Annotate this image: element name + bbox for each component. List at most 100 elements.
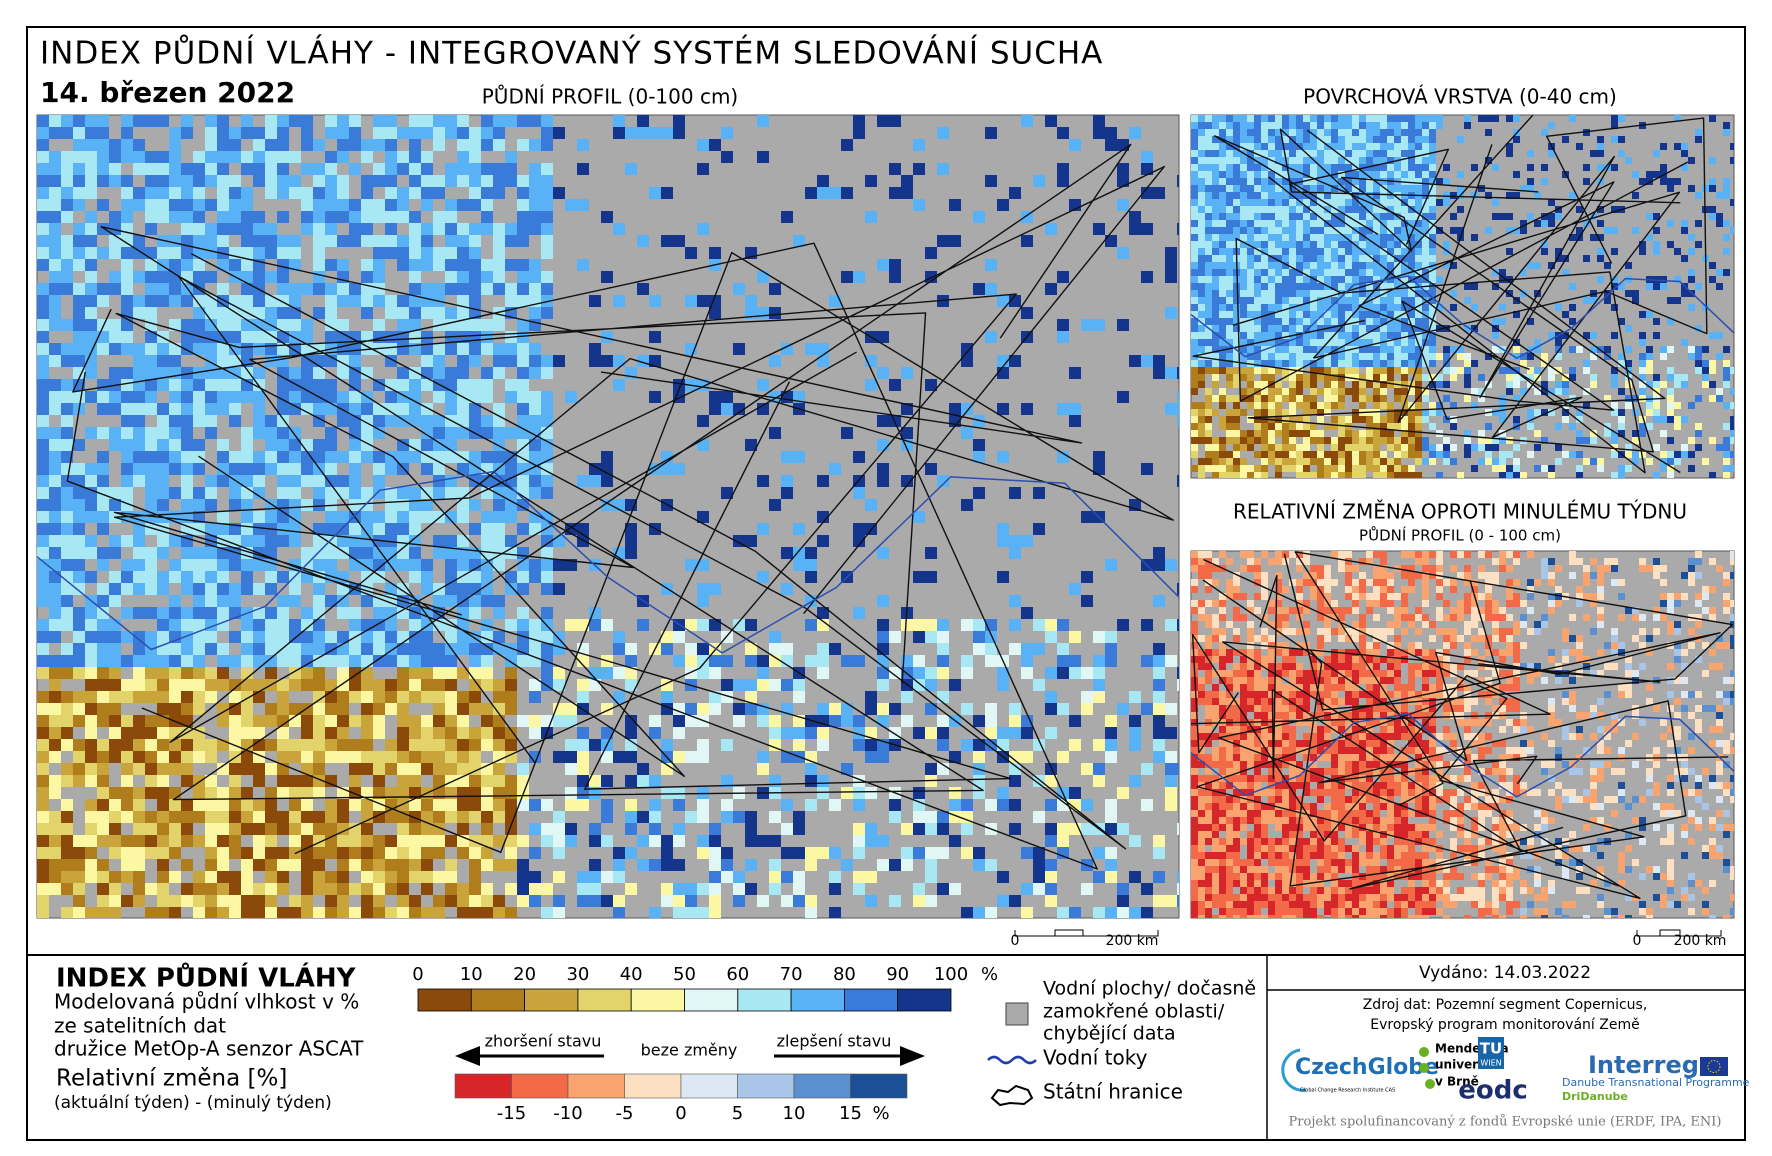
map-cell bbox=[1191, 283, 1198, 290]
map-cell bbox=[1422, 255, 1429, 262]
map-cell bbox=[1153, 355, 1165, 367]
map-cell bbox=[469, 847, 481, 859]
map-cell bbox=[1275, 381, 1282, 388]
map-cell bbox=[1611, 332, 1618, 339]
map-cell bbox=[205, 643, 217, 655]
map-cell bbox=[1153, 703, 1165, 715]
map-cell bbox=[1191, 241, 1198, 248]
map-cell bbox=[1296, 346, 1303, 353]
map-cell bbox=[61, 187, 73, 199]
map-cell bbox=[805, 859, 817, 871]
map-cell bbox=[985, 799, 997, 811]
map-cell bbox=[373, 559, 385, 571]
map-cell bbox=[1310, 346, 1317, 353]
map-cell bbox=[109, 667, 121, 679]
map-cell bbox=[1380, 367, 1387, 374]
map-cell bbox=[1345, 304, 1352, 311]
map-cell bbox=[265, 163, 277, 175]
map-cell bbox=[265, 835, 277, 847]
map-cell bbox=[49, 847, 61, 859]
map-cell bbox=[85, 547, 97, 559]
map-cell bbox=[145, 187, 157, 199]
map-cell bbox=[253, 619, 265, 631]
map-cell bbox=[385, 211, 397, 223]
map-cell bbox=[1317, 269, 1324, 276]
map-cell bbox=[1366, 220, 1373, 227]
map-cell bbox=[529, 115, 541, 127]
map-cell bbox=[433, 595, 445, 607]
map-cell bbox=[1268, 290, 1275, 297]
map-cell bbox=[1345, 171, 1352, 178]
map-cell bbox=[1240, 220, 1247, 227]
map-cell bbox=[145, 475, 157, 487]
map-cell bbox=[1219, 311, 1226, 318]
map-cell bbox=[1618, 318, 1625, 325]
map-cell bbox=[361, 403, 373, 415]
map-cell bbox=[85, 751, 97, 763]
map-cell bbox=[1457, 206, 1464, 213]
map-cell bbox=[493, 403, 505, 415]
map-cell bbox=[1730, 157, 1734, 164]
map-cell bbox=[481, 619, 493, 631]
map-cell bbox=[709, 835, 721, 847]
map-cell bbox=[85, 631, 97, 643]
map-cell bbox=[241, 367, 253, 379]
map-cell bbox=[1289, 374, 1296, 381]
map-cell bbox=[1674, 248, 1681, 255]
map-cell bbox=[265, 883, 277, 895]
map-cell bbox=[85, 391, 97, 403]
map-cell bbox=[373, 115, 385, 127]
map-cell bbox=[205, 835, 217, 847]
map-cell bbox=[1310, 234, 1317, 241]
map-cell bbox=[1057, 667, 1069, 679]
map-cell bbox=[877, 703, 889, 715]
map-cell bbox=[145, 427, 157, 439]
map-cell bbox=[265, 463, 277, 475]
map-cell bbox=[457, 727, 469, 739]
map-cell bbox=[61, 655, 73, 667]
map-cell bbox=[1604, 227, 1611, 234]
map-cell bbox=[505, 835, 517, 847]
map-cell bbox=[541, 631, 553, 643]
map-cell bbox=[397, 847, 409, 859]
map-cell bbox=[1611, 304, 1618, 311]
map-cell bbox=[805, 727, 817, 739]
map-cell bbox=[169, 607, 181, 619]
map-cell bbox=[1366, 262, 1373, 269]
map-cell bbox=[205, 319, 217, 331]
map-cell bbox=[217, 439, 229, 451]
map-cell bbox=[1240, 374, 1247, 381]
map-cell bbox=[1401, 143, 1408, 150]
map-cell bbox=[133, 271, 145, 283]
map-cell bbox=[505, 799, 517, 811]
map-cell bbox=[385, 163, 397, 175]
map-cell bbox=[1366, 129, 1373, 136]
map-cell bbox=[1555, 353, 1562, 360]
map-cell bbox=[421, 715, 433, 727]
map-cell bbox=[205, 667, 217, 679]
map-cell bbox=[157, 763, 169, 775]
map-cell bbox=[997, 355, 1009, 367]
map-cell bbox=[469, 355, 481, 367]
map-cell bbox=[1681, 150, 1688, 157]
map-cell bbox=[793, 235, 805, 247]
map-cell bbox=[181, 379, 193, 391]
map-cell bbox=[1681, 290, 1688, 297]
map-cell bbox=[1219, 297, 1226, 304]
map-cell bbox=[901, 475, 913, 487]
map-cell bbox=[181, 571, 193, 583]
map-cell bbox=[1723, 269, 1730, 276]
map-cell bbox=[1191, 290, 1198, 297]
map-cell bbox=[253, 559, 265, 571]
map-cell bbox=[505, 691, 517, 703]
map-cell bbox=[829, 883, 841, 895]
map-cell bbox=[1408, 367, 1415, 374]
map-cell bbox=[157, 631, 169, 643]
map-cell bbox=[241, 199, 253, 211]
map-cell bbox=[97, 583, 109, 595]
map-cell bbox=[1359, 213, 1366, 220]
map-cell bbox=[1240, 213, 1247, 220]
map-cell bbox=[877, 595, 889, 607]
map-cell bbox=[925, 871, 937, 883]
map-cell bbox=[1268, 234, 1275, 241]
